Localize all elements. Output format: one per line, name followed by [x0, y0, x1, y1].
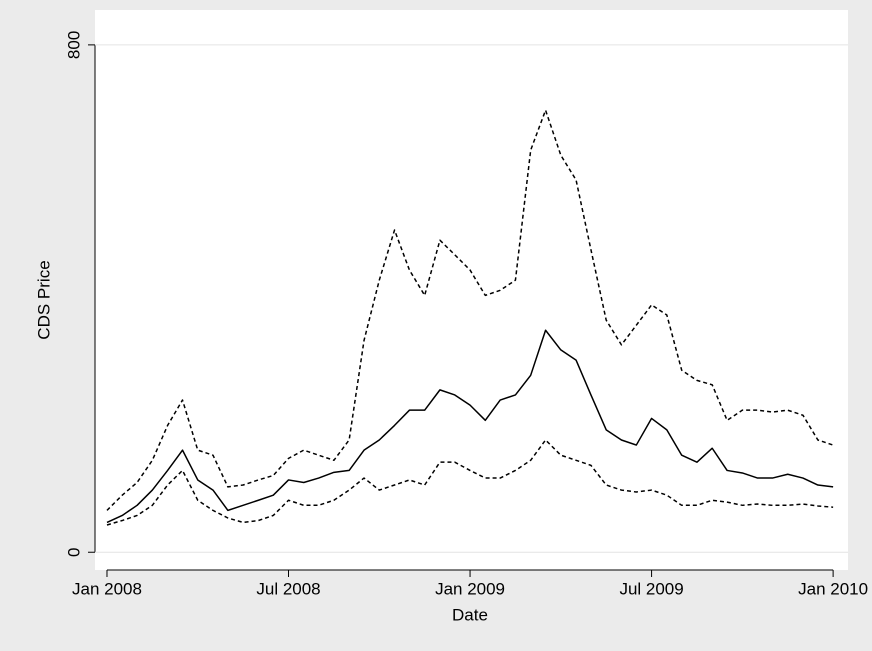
x-tick-label: Jan 2010 [798, 579, 868, 598]
y-axis-label: CDS Price [34, 260, 53, 339]
x-tick-label: Jul 2009 [619, 579, 683, 598]
x-axis-label: Date [452, 605, 488, 624]
x-tick-label: Jul 2008 [256, 579, 320, 598]
x-tick-label: Jan 2008 [72, 579, 142, 598]
series-line [106, 329, 834, 524]
series-line [106, 109, 834, 511]
y-tick-label: 800 [64, 31, 83, 59]
y-tick-label: 0 [64, 548, 83, 557]
plot-area [95, 10, 848, 570]
series-line [106, 439, 834, 526]
x-tick-label: Jan 2009 [435, 579, 505, 598]
